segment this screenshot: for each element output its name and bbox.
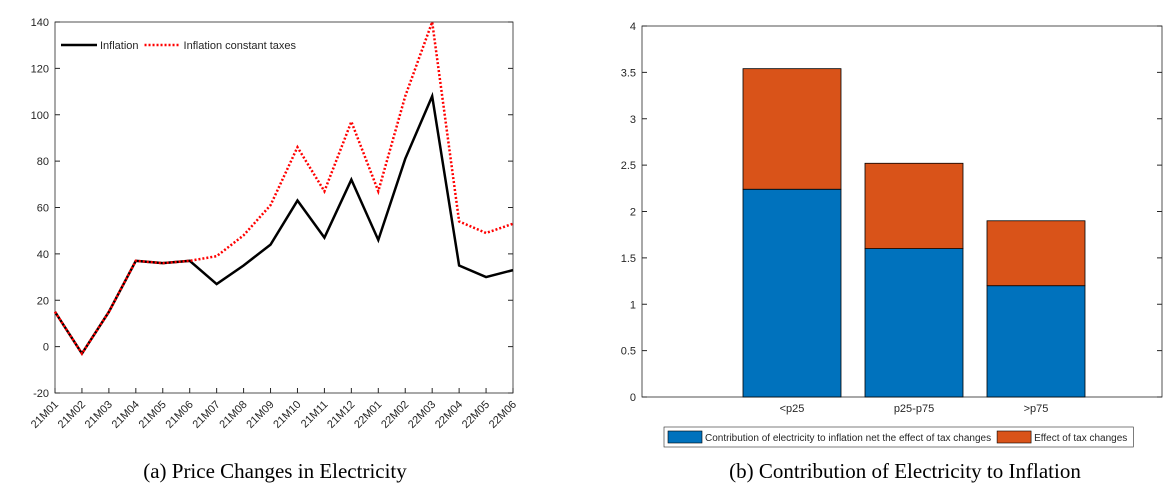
x-tick-label: p25-p75	[894, 403, 934, 415]
series-line	[53, 91, 514, 356]
caption: (b) Contribution of Electricity to Infla…	[729, 459, 1081, 483]
x-tick-label: 22M01	[352, 399, 384, 431]
y-tick-label: 1	[630, 299, 636, 311]
legend-label: Effect of tax changes	[1034, 433, 1127, 444]
x-tick-label: 21M07	[190, 399, 222, 431]
y-tick-label: 4	[630, 21, 636, 33]
y-tick-label: -20	[33, 388, 49, 400]
bar-segment	[742, 68, 842, 190]
x-tick-label: 22M04	[433, 399, 465, 431]
x-tick-label: 21M01	[29, 399, 61, 431]
y-tick-label: 100	[31, 110, 49, 122]
legend-label: Inflation constant taxes	[184, 40, 297, 52]
x-tick-label: 21M02	[56, 399, 88, 431]
y-tick-label: 0	[43, 342, 49, 354]
legend-swatch	[667, 430, 703, 444]
series-line	[53, 21, 514, 356]
axes-box	[54, 21, 514, 394]
legend-swatch	[996, 430, 1032, 444]
y-tick-label: 3	[630, 114, 636, 126]
x-tick-label: 21M04	[110, 399, 142, 431]
x-tick-label: 22M02	[379, 399, 411, 431]
y-tick-label: 140	[31, 17, 49, 29]
y-tick-label: 40	[37, 249, 49, 261]
bar-segment	[864, 248, 964, 398]
x-tick-label: 21M09	[244, 399, 276, 431]
caption: (a) Price Changes in Electricity	[143, 459, 407, 483]
x-tick-label: 22M06	[487, 399, 519, 431]
y-tick-label: 120	[31, 63, 49, 75]
x-tick-label: >p75	[1024, 403, 1049, 415]
y-tick-label: 3.5	[621, 67, 636, 79]
y-tick-label: 1.5	[621, 253, 636, 265]
bar-segment	[986, 285, 1086, 398]
y-tick-label: 2.5	[621, 160, 636, 172]
legend-box	[663, 426, 1134, 448]
y-tick-label: 0	[630, 392, 636, 404]
y-tick-label: 2	[630, 207, 636, 219]
x-tick-label: 21M10	[271, 399, 303, 431]
x-tick-label: 21M03	[83, 399, 115, 431]
y-tick-label: 0.5	[621, 346, 636, 358]
x-tick-label: 21M06	[164, 399, 196, 431]
x-tick-label: <p25	[780, 403, 805, 415]
y-tick-label: 60	[37, 203, 49, 215]
x-tick-label: 21M12	[325, 399, 357, 431]
x-tick-label: 21M08	[217, 399, 249, 431]
y-tick-label: 80	[37, 156, 49, 168]
legend-label: Contribution of electricity to inflation…	[705, 433, 991, 444]
bar-segment	[986, 220, 1086, 287]
bar-segment	[742, 188, 842, 398]
bar-segment	[864, 162, 964, 250]
legend-label: Inflation	[100, 40, 139, 52]
y-tick-label: 20	[37, 295, 49, 307]
x-tick-label: 21M05	[137, 399, 169, 431]
x-tick-label: 22M03	[406, 399, 438, 431]
x-tick-label: 22M05	[460, 399, 492, 431]
x-tick-label: 21M11	[299, 399, 331, 431]
